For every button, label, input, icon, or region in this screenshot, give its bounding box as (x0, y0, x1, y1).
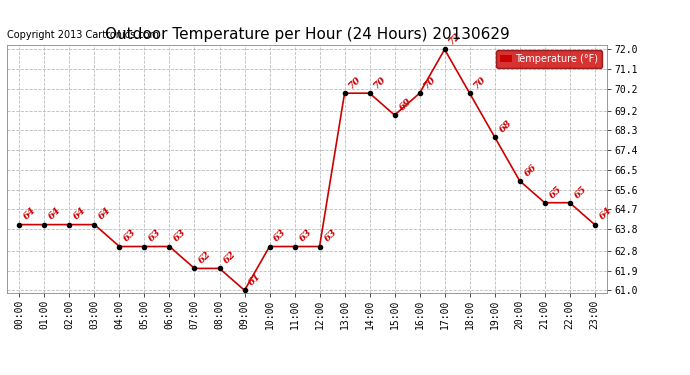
Text: 63: 63 (273, 228, 288, 244)
Text: 64: 64 (72, 206, 88, 222)
Text: 61: 61 (247, 272, 263, 288)
Text: 70: 70 (422, 75, 438, 90)
Text: 68: 68 (497, 118, 513, 134)
Title: Outdoor Temperature per Hour (24 Hours) 20130629: Outdoor Temperature per Hour (24 Hours) … (105, 27, 509, 42)
Text: 70: 70 (473, 75, 489, 90)
Text: 63: 63 (322, 228, 338, 244)
Text: 69: 69 (397, 96, 413, 112)
Text: 72: 72 (447, 31, 463, 46)
Text: 63: 63 (172, 228, 188, 244)
Text: 66: 66 (522, 162, 538, 178)
Text: Copyright 2013 Cartronics.com: Copyright 2013 Cartronics.com (7, 30, 159, 40)
Text: 65: 65 (547, 184, 563, 200)
Text: 70: 70 (347, 75, 363, 90)
Text: 64: 64 (22, 206, 38, 222)
Legend: Temperature (°F): Temperature (°F) (496, 50, 602, 68)
Text: 62: 62 (197, 250, 213, 266)
Text: 70: 70 (373, 75, 388, 90)
Text: 65: 65 (573, 184, 589, 200)
Text: 64: 64 (97, 206, 113, 222)
Text: 63: 63 (122, 228, 138, 244)
Text: 64: 64 (598, 206, 613, 222)
Text: 64: 64 (47, 206, 63, 222)
Text: 63: 63 (297, 228, 313, 244)
Text: 62: 62 (222, 250, 238, 266)
Text: 63: 63 (147, 228, 163, 244)
